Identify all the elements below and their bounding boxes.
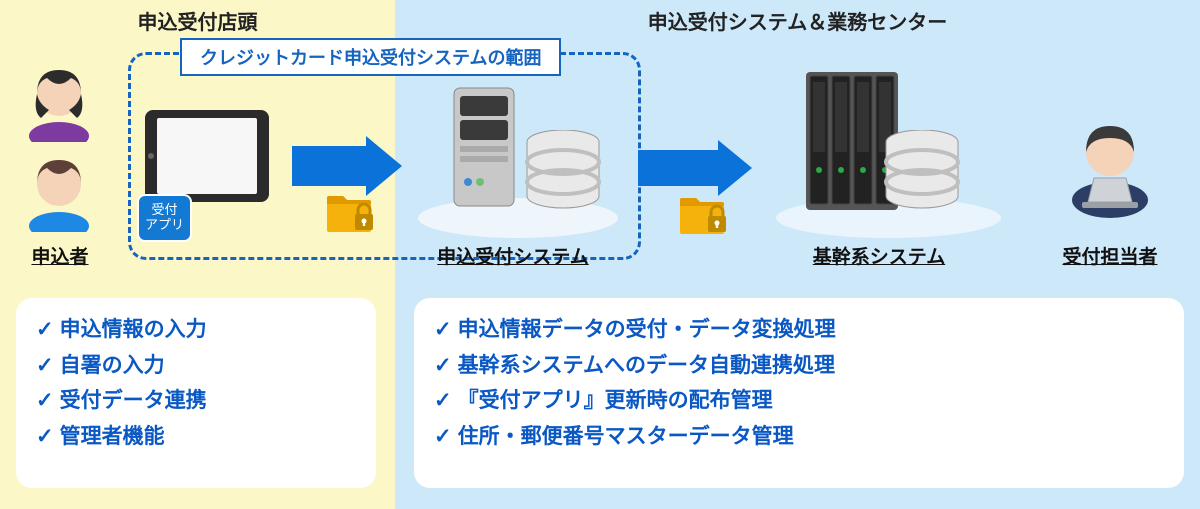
tablet-badge-line2: アプリ xyxy=(145,217,184,232)
tablet-icon xyxy=(143,108,271,204)
bullet-item: 自署の入力 xyxy=(36,348,356,384)
zone-center-title: 申込受付システム＆業務センター xyxy=(395,6,1200,35)
diagram-canvas: 申込受付店頭 申込受付システム＆業務センター クレジットカード申込受付システムの… xyxy=(0,0,1200,509)
bullet-item: 『受付アプリ』更新時の配布管理 xyxy=(434,383,1164,419)
core-system-label: 基幹系システム xyxy=(804,242,954,269)
reception-system-label: 申込受付システム xyxy=(428,242,598,269)
bullet-item: 管理者機能 xyxy=(36,419,356,455)
staff-label: 受付担当者 xyxy=(1050,242,1170,269)
tablet-badge: 受付 アプリ xyxy=(137,194,192,242)
scope-label: クレジットカード申込受付システムの範囲 xyxy=(180,38,561,76)
bullet-item: 住所・郵便番号マスターデータ管理 xyxy=(434,419,1164,455)
bullet-item: 申込情報データの受付・データ変換処理 xyxy=(434,312,1164,348)
database-icon xyxy=(523,130,603,215)
bullet-item: 受付データ連携 xyxy=(36,383,356,419)
bullets-left: 申込情報の入力自署の入力受付データ連携管理者機能 xyxy=(16,298,376,488)
bullet-item: 基幹系システムへのデータ自動連携処理 xyxy=(434,348,1164,384)
person-icon xyxy=(23,60,95,142)
server-tower-icon xyxy=(448,82,526,212)
database-icon xyxy=(882,130,962,215)
person-icon xyxy=(23,150,95,232)
locked-folder-icon xyxy=(325,186,377,234)
staff-icon xyxy=(1060,108,1160,228)
tablet-badge-line1: 受付 xyxy=(152,202,178,217)
zone-store-title: 申込受付店頭 xyxy=(0,6,395,35)
applicant-label: 申込者 xyxy=(15,242,105,269)
bullets-right: 申込情報データの受付・データ変換処理基幹系システムへのデータ自動連携処理『受付ア… xyxy=(414,298,1184,488)
locked-folder-icon xyxy=(678,188,730,236)
bullet-item: 申込情報の入力 xyxy=(36,312,356,348)
